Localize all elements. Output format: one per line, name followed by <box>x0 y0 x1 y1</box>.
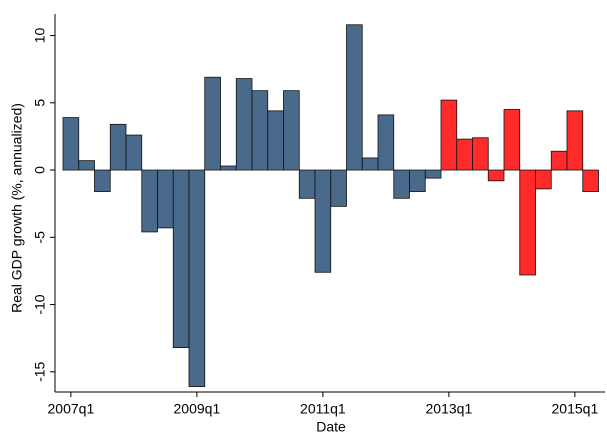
y-tick-label: 0 <box>32 166 48 174</box>
y-tick-label: 10 <box>32 28 48 44</box>
bar <box>94 169 111 192</box>
bar <box>62 117 80 171</box>
bar <box>440 99 458 171</box>
x-tick-label: 2007q1 <box>48 401 95 417</box>
x-tick-label: 2009q1 <box>174 401 221 417</box>
bar <box>220 165 237 171</box>
bar <box>550 150 568 171</box>
bar <box>487 169 505 182</box>
bar <box>78 160 95 171</box>
y-tick-label: -5 <box>32 231 48 244</box>
bar <box>409 169 426 192</box>
bar <box>125 134 143 171</box>
bar <box>141 169 158 233</box>
x-axis-title: Date <box>316 419 346 435</box>
x-tick-label: 2011q1 <box>300 401 346 417</box>
bar <box>172 169 190 349</box>
bar <box>298 169 316 199</box>
bar <box>235 78 253 171</box>
x-tick-label: 2013q1 <box>426 401 473 417</box>
bar <box>519 169 536 276</box>
bar <box>188 169 206 388</box>
bar <box>330 169 347 207</box>
y-tick-label: -15 <box>32 361 48 381</box>
bar <box>377 114 395 171</box>
bar <box>535 169 552 190</box>
y-axis-title: Real GDP growth (%, annualized) <box>9 103 25 313</box>
bar <box>503 109 521 171</box>
bar <box>251 90 269 171</box>
bar <box>283 90 300 171</box>
bar <box>109 123 127 171</box>
bar <box>566 110 584 171</box>
y-tick-label: -10 <box>32 294 48 314</box>
bar <box>204 76 221 171</box>
bar <box>267 110 284 171</box>
x-tick-label: 2015q1 <box>552 401 599 417</box>
bar <box>346 24 363 171</box>
bar <box>582 169 599 192</box>
bar <box>314 169 332 273</box>
y-tick-label: 5 <box>32 99 48 107</box>
bar <box>393 169 410 199</box>
bar <box>472 137 489 171</box>
bar <box>157 169 174 229</box>
bar <box>361 157 379 171</box>
bar <box>456 138 473 171</box>
bar <box>424 169 442 179</box>
